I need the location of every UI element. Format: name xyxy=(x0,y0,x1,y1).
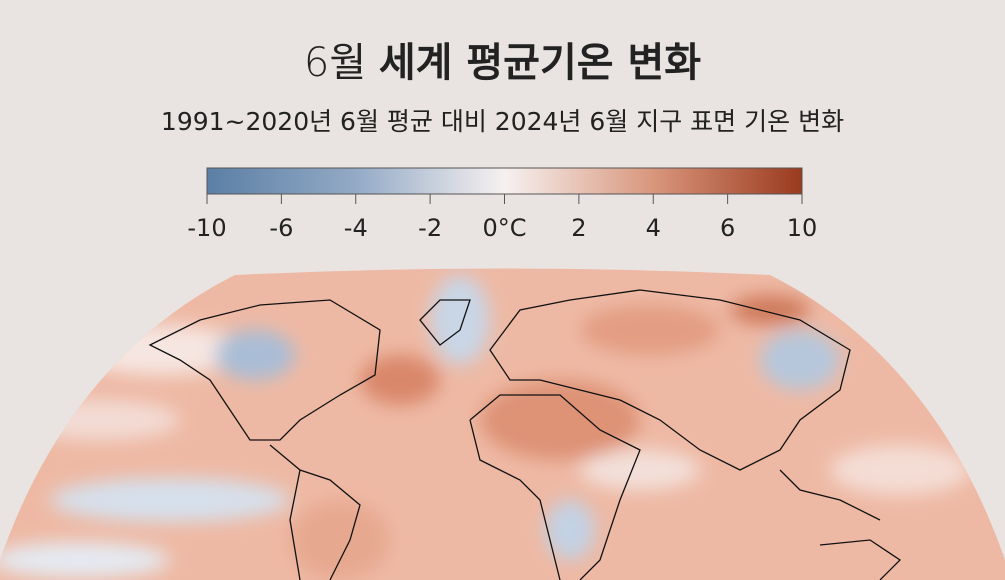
title: 6월 세계 평균기온 변화 xyxy=(0,30,1005,88)
subtitle: 1991~2020년 6월 평균 대비 2024년 6월 지구 표면 기온 변화 xyxy=(160,107,845,136)
colorbar-tick-label: 4 xyxy=(646,214,661,242)
colorbar-tick-label: 2 xyxy=(571,214,586,242)
colorbar-tick-label: -4 xyxy=(344,214,368,242)
coastlines xyxy=(148,289,902,580)
map xyxy=(0,268,1005,580)
title-main: 세계 평균기온 변화 xyxy=(378,40,702,86)
colorbar-tick-label: 0°C xyxy=(482,214,526,242)
colorbar-tick-label: -6 xyxy=(269,214,293,242)
colorbar-tick-label: -2 xyxy=(418,214,442,242)
colorbar xyxy=(206,167,803,195)
title-month: 6월 xyxy=(303,40,367,86)
colorbar-tick-label: 6 xyxy=(720,214,735,242)
anomaly-field xyxy=(0,275,970,580)
colorbar-tick-label: 10 xyxy=(787,214,818,242)
colorbar-tick-label: -10 xyxy=(187,214,226,242)
